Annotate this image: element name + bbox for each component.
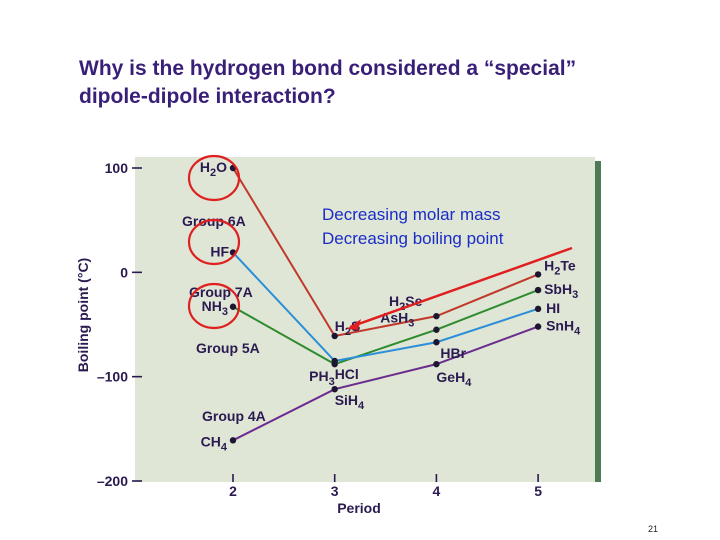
x-axis-label: Period	[337, 500, 381, 516]
data-point	[229, 437, 237, 444]
point-label: HI	[546, 300, 560, 316]
trend-arrow-line	[349, 246, 573, 329]
point-label: PH3	[309, 368, 335, 388]
data-point	[331, 332, 338, 340]
data-point	[433, 360, 440, 368]
point-label: HBr	[440, 345, 466, 361]
group-label: Group 5A	[196, 340, 260, 356]
point-label: GeH4	[436, 369, 472, 389]
data-point	[331, 385, 338, 393]
data-point	[534, 305, 542, 313]
annotation-molar-mass: Decreasing molar mass	[322, 205, 501, 224]
point-label: SbH3	[544, 281, 578, 301]
data-point	[534, 323, 542, 330]
y-tick-label: –200	[97, 473, 128, 489]
slide-number: 21	[648, 524, 659, 534]
plot-area	[135, 157, 595, 482]
group-label: Group 4A	[202, 408, 266, 424]
x-tick-label: 2	[229, 483, 237, 499]
point-label: SnH4	[546, 318, 581, 338]
hf-highlight	[187, 218, 241, 266]
data-point	[433, 326, 440, 333]
question-line-2: dipole-dipole interaction?	[79, 85, 336, 108]
point-label: HCl	[335, 366, 359, 382]
point-label: NH3	[202, 298, 228, 318]
series-line-group-6a	[232, 167, 539, 338]
data-point	[534, 271, 542, 278]
point-label: H2O	[200, 159, 227, 179]
point-label: SiH4	[335, 392, 365, 412]
slide-question: Why is the hydrogen bond considered a “s…	[79, 55, 679, 111]
h2o-highlight	[187, 154, 241, 202]
y-tick-label: 0	[120, 264, 128, 280]
x-tick-label: 4	[433, 483, 441, 499]
point-label: CH4	[201, 433, 228, 453]
y-tick-label: 100	[105, 160, 129, 176]
data-point	[331, 360, 338, 368]
data-point	[534, 286, 542, 294]
point-label: H2Te	[544, 257, 576, 277]
plot-shadow	[595, 161, 601, 482]
series-line-group-4a	[232, 325, 539, 442]
nh3-highlight	[187, 282, 241, 330]
group-label: Group 7A	[189, 284, 253, 300]
trend-arrow-head	[347, 319, 361, 330]
point-label: HF	[210, 244, 229, 260]
data-point	[433, 339, 440, 346]
annotation-boiling-point: Decreasing boiling point	[322, 229, 504, 248]
x-tick-label: 3	[331, 483, 339, 499]
x-tick-label: 5	[534, 483, 542, 499]
y-tick-label: –100	[97, 369, 128, 385]
data-point	[433, 312, 440, 320]
data-point	[229, 303, 237, 310]
series-line-group-7a	[232, 251, 539, 363]
series-line-group-5a	[232, 289, 539, 366]
y-axis-label: Boiling point (°C)	[75, 258, 91, 372]
trend-annotation: Decreasing molar mass Decreasing boiling…	[322, 203, 503, 251]
question-line-1: Why is the hydrogen bond considered a “s…	[79, 57, 577, 80]
